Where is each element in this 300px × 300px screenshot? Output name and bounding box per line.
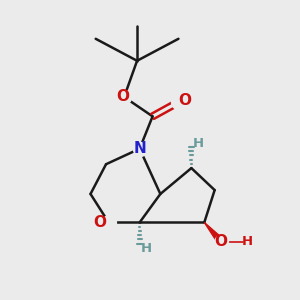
Text: O: O bbox=[214, 234, 228, 249]
Text: H: H bbox=[192, 137, 203, 150]
Text: O: O bbox=[93, 215, 106, 230]
Text: O: O bbox=[178, 93, 191, 108]
Text: N: N bbox=[133, 141, 146, 156]
Text: O: O bbox=[116, 89, 129, 104]
Text: H: H bbox=[141, 242, 152, 255]
Text: H: H bbox=[242, 235, 253, 248]
Polygon shape bbox=[204, 222, 224, 244]
